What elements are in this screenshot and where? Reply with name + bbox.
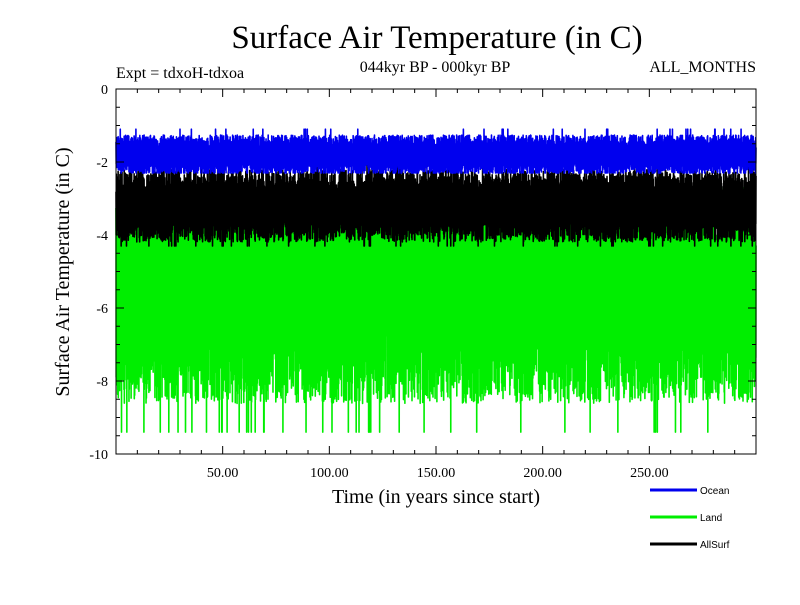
plot-area [115, 128, 757, 433]
axes: 0 -2 -4 -6 -8 -10 50.00 100.00 150.00 200.00 250.0… [89, 83, 757, 481]
experiment-label: Expt = tdxoH-tdxoa [116, 65, 244, 82]
months-label: ALL_MONTHS [649, 59, 756, 76]
x-tick-label: 50.00 [207, 466, 239, 481]
legend: Ocean Land AllSurf [650, 486, 730, 551]
y-tick-label: -10 [89, 448, 108, 463]
x-tick-label: 100.00 [310, 466, 349, 481]
series-line-ocean [115, 128, 757, 174]
chart-title: Surface Air Temperature (in C) [231, 20, 642, 56]
x-tick-label: 200.00 [523, 466, 562, 481]
x-tick-label: 150.00 [417, 466, 456, 481]
y-tick-label: 0 [101, 83, 108, 98]
y-axis-label: Surface Air Temperature (in C) [52, 147, 74, 396]
chart-subtitle: 044kyr BP - 000kyr BP [360, 59, 511, 76]
legend-label-allsurf: AllSurf [700, 540, 730, 551]
legend-label-ocean: Ocean [700, 486, 729, 497]
y-tick-label: -6 [96, 302, 108, 317]
y-tick-label: -2 [96, 156, 108, 171]
y-tick-label: -4 [96, 229, 108, 244]
x-axis-label: Time (in years since start) [332, 486, 540, 508]
legend-label-land: Land [700, 513, 722, 524]
y-tick-label: -8 [96, 375, 108, 390]
x-tick-label: 250.00 [630, 466, 669, 481]
